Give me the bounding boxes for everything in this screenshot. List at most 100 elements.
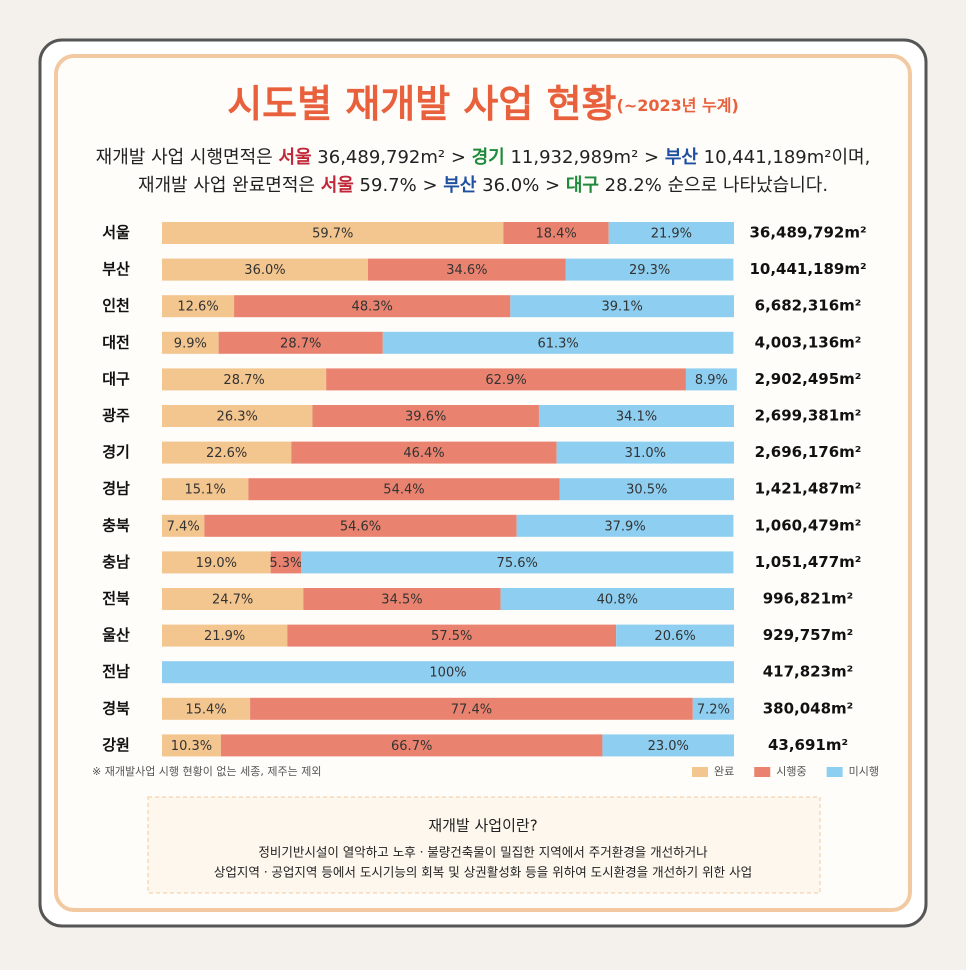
legend-swatch [826, 767, 843, 777]
value-label: 7.2% [697, 702, 730, 717]
value-label: 31.0% [625, 446, 666, 461]
value-label: 20.6% [654, 629, 695, 644]
bar-segment [367, 258, 566, 281]
category-label: 대전 [102, 333, 130, 351]
area-label: 36,489,792m² [749, 224, 866, 242]
subtitle-segment: 재개발 사업 완료면적은 [138, 175, 321, 196]
bar-segment [503, 222, 609, 244]
legend-label: 시행중 [776, 765, 806, 778]
bar-segment [565, 258, 734, 281]
bar-segment [559, 478, 734, 501]
bar-segment [162, 258, 368, 281]
value-label: 23.0% [648, 739, 689, 754]
bars: 서울 36,489,792m² 59.7% 18.4% 21.9% 부산 10,441,18… [102, 222, 867, 757]
bar-segment [300, 551, 734, 574]
category-label: 대구 [102, 370, 130, 388]
value-label: 54.4% [383, 483, 424, 498]
subtitle-segment: 11,932,989m² > [505, 147, 665, 168]
subtitle-segment: 28.2% 순으로 나타났습니다. [599, 175, 828, 196]
area-label: 417,823m² [763, 663, 854, 681]
bar-segment [303, 588, 501, 610]
value-label: 36.0% [244, 263, 285, 278]
value-label: 28.7% [223, 373, 264, 388]
value-label: 77.4% [451, 702, 492, 717]
bar-segment [685, 368, 737, 391]
bar-segment [538, 405, 734, 427]
bar-segment [204, 514, 517, 537]
subtitle-segment: 서울 [321, 175, 354, 196]
category-label: 인천 [102, 297, 130, 315]
subtitle-line: 재개발 사업 시행면적은 서울 36,489,792m² > 경기 11,932… [96, 147, 871, 168]
value-label: 34.1% [616, 410, 657, 425]
value-label: 100% [429, 666, 466, 681]
value-label: 8.9% [695, 373, 728, 388]
value-label: 37.9% [604, 519, 645, 534]
value-label: 39.1% [602, 300, 643, 315]
area-label: 6,682,316m² [755, 297, 862, 315]
bar-segment [608, 222, 734, 244]
area-label: 929,757m² [763, 626, 854, 644]
subtitle: 재개발 사업 시행면적은 서울 36,489,792m² > 경기 11,932… [96, 147, 871, 196]
info-line: 정비기반시설이 열악하고 노후ㆍ불량건축물이 밀집한 지역에서 주거환경을 개선… [258, 845, 708, 860]
category-label: 울산 [102, 626, 130, 644]
bar-segment [500, 588, 734, 610]
category-label: 서울 [102, 224, 130, 242]
bar-segment [602, 734, 734, 757]
bar-segment [250, 697, 693, 720]
value-label: 5.3% [269, 556, 302, 571]
legend-swatch [754, 767, 771, 777]
value-label: 59.7% [312, 227, 353, 242]
value-label: 57.5% [431, 629, 472, 644]
value-label: 54.6% [340, 519, 381, 534]
category-label: 경북 [102, 699, 130, 717]
bar-segment [220, 734, 603, 757]
bar-segment [162, 588, 304, 610]
category-label: 충남 [102, 553, 130, 571]
subtitle-segment: 59.7% > [354, 175, 443, 196]
bar-segment [326, 368, 686, 391]
value-label: 24.7% [212, 593, 253, 608]
value-label: 29.3% [629, 263, 670, 278]
area-label: 2,696,176m² [755, 443, 862, 461]
value-label: 19.0% [196, 556, 237, 571]
legend-label: 완료 [714, 765, 734, 778]
area-label: 2,699,381m² [755, 407, 862, 425]
bar-segment [234, 295, 511, 318]
subtitle-segment: 부산 [443, 175, 477, 196]
bar-segment [312, 405, 539, 427]
bar-segment [162, 331, 219, 354]
value-label: 61.3% [537, 336, 578, 351]
value-label: 34.5% [381, 593, 422, 608]
legend-swatch [692, 767, 708, 777]
area-label: 380,048m² [763, 699, 854, 717]
value-label: 39.6% [405, 410, 446, 425]
area-label: 996,821m² [763, 590, 854, 608]
bar-segment [162, 734, 221, 757]
category-label: 전남 [102, 663, 130, 681]
category-label: 충북 [102, 516, 130, 534]
value-label: 21.9% [204, 629, 245, 644]
value-label: 62.9% [485, 373, 526, 388]
bar-segment [162, 624, 288, 647]
area-label: 4,003,136m² [755, 333, 862, 351]
value-label: 46.4% [403, 446, 444, 461]
value-label: 48.3% [352, 300, 393, 315]
bar-segment [248, 478, 560, 501]
value-label: 10.3% [171, 739, 212, 754]
area-label: 43,691m² [768, 736, 848, 754]
bar-segment [162, 551, 271, 574]
bar-segment [382, 331, 734, 354]
value-label: 66.7% [391, 739, 432, 754]
bar-segment [616, 624, 734, 647]
bar-segment [287, 624, 617, 647]
category-label: 부산 [102, 260, 130, 278]
chart-title: 시도별 재개발 사업 현황(~2023년 누계) [227, 82, 739, 126]
bar-segment [162, 697, 251, 720]
value-label: 34.6% [446, 263, 487, 278]
info-box [147, 796, 821, 894]
area-label: 1,051,477m² [755, 553, 862, 571]
legend-label: 미시행 [849, 765, 879, 778]
value-label: 30.5% [626, 483, 667, 498]
subtitle-line: 재개발 사업 완료면적은 서울 59.7% > 부산 36.0% > 대구 28… [138, 175, 828, 196]
